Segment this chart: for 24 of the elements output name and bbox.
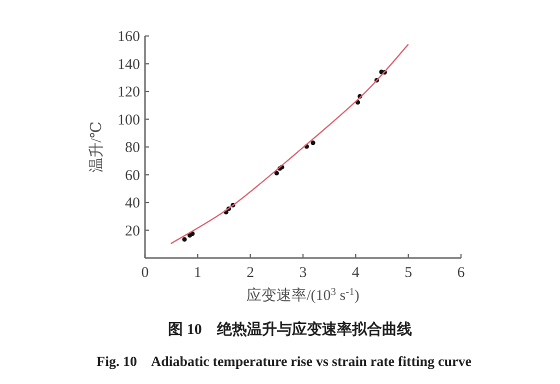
x-tick-label: 3 xyxy=(299,265,307,281)
x-tick-label: 1 xyxy=(194,265,202,281)
text: Fig. 10 Adiabatic temperature rise vs strain rate fitting curve xyxy=(96,355,472,370)
point xyxy=(190,231,195,236)
point xyxy=(274,170,279,176)
y-tick-label: 100 xyxy=(118,112,140,128)
y-tick-label: 160 xyxy=(118,29,140,45)
x-tick-label: 4 xyxy=(352,265,360,281)
y-tick-label: 80 xyxy=(125,140,140,156)
y-tick-label: 140 xyxy=(118,56,140,73)
x-tick-label: 2 xyxy=(246,265,254,281)
y-tick-label: 60 xyxy=(125,168,140,184)
text: 图 10 绝热温升与应变速率拟合曲线 xyxy=(168,320,412,338)
x-axis-title: 应变速率/(10$^{3}$ s$^{-1}$) xyxy=(246,286,360,304)
y-tick-label: 40 xyxy=(125,196,140,212)
y-tick-label: 20 xyxy=(125,223,140,240)
line-series xyxy=(170,44,409,244)
point xyxy=(182,237,187,242)
point xyxy=(310,140,316,146)
x-tick-label: 6 xyxy=(457,265,466,281)
y-tick-label: 120 xyxy=(118,84,140,100)
x-tick-label: 0 xyxy=(141,265,149,281)
x-tick-label: 5 xyxy=(404,265,412,281)
y-axis-title: 温升/℃ xyxy=(88,122,105,172)
